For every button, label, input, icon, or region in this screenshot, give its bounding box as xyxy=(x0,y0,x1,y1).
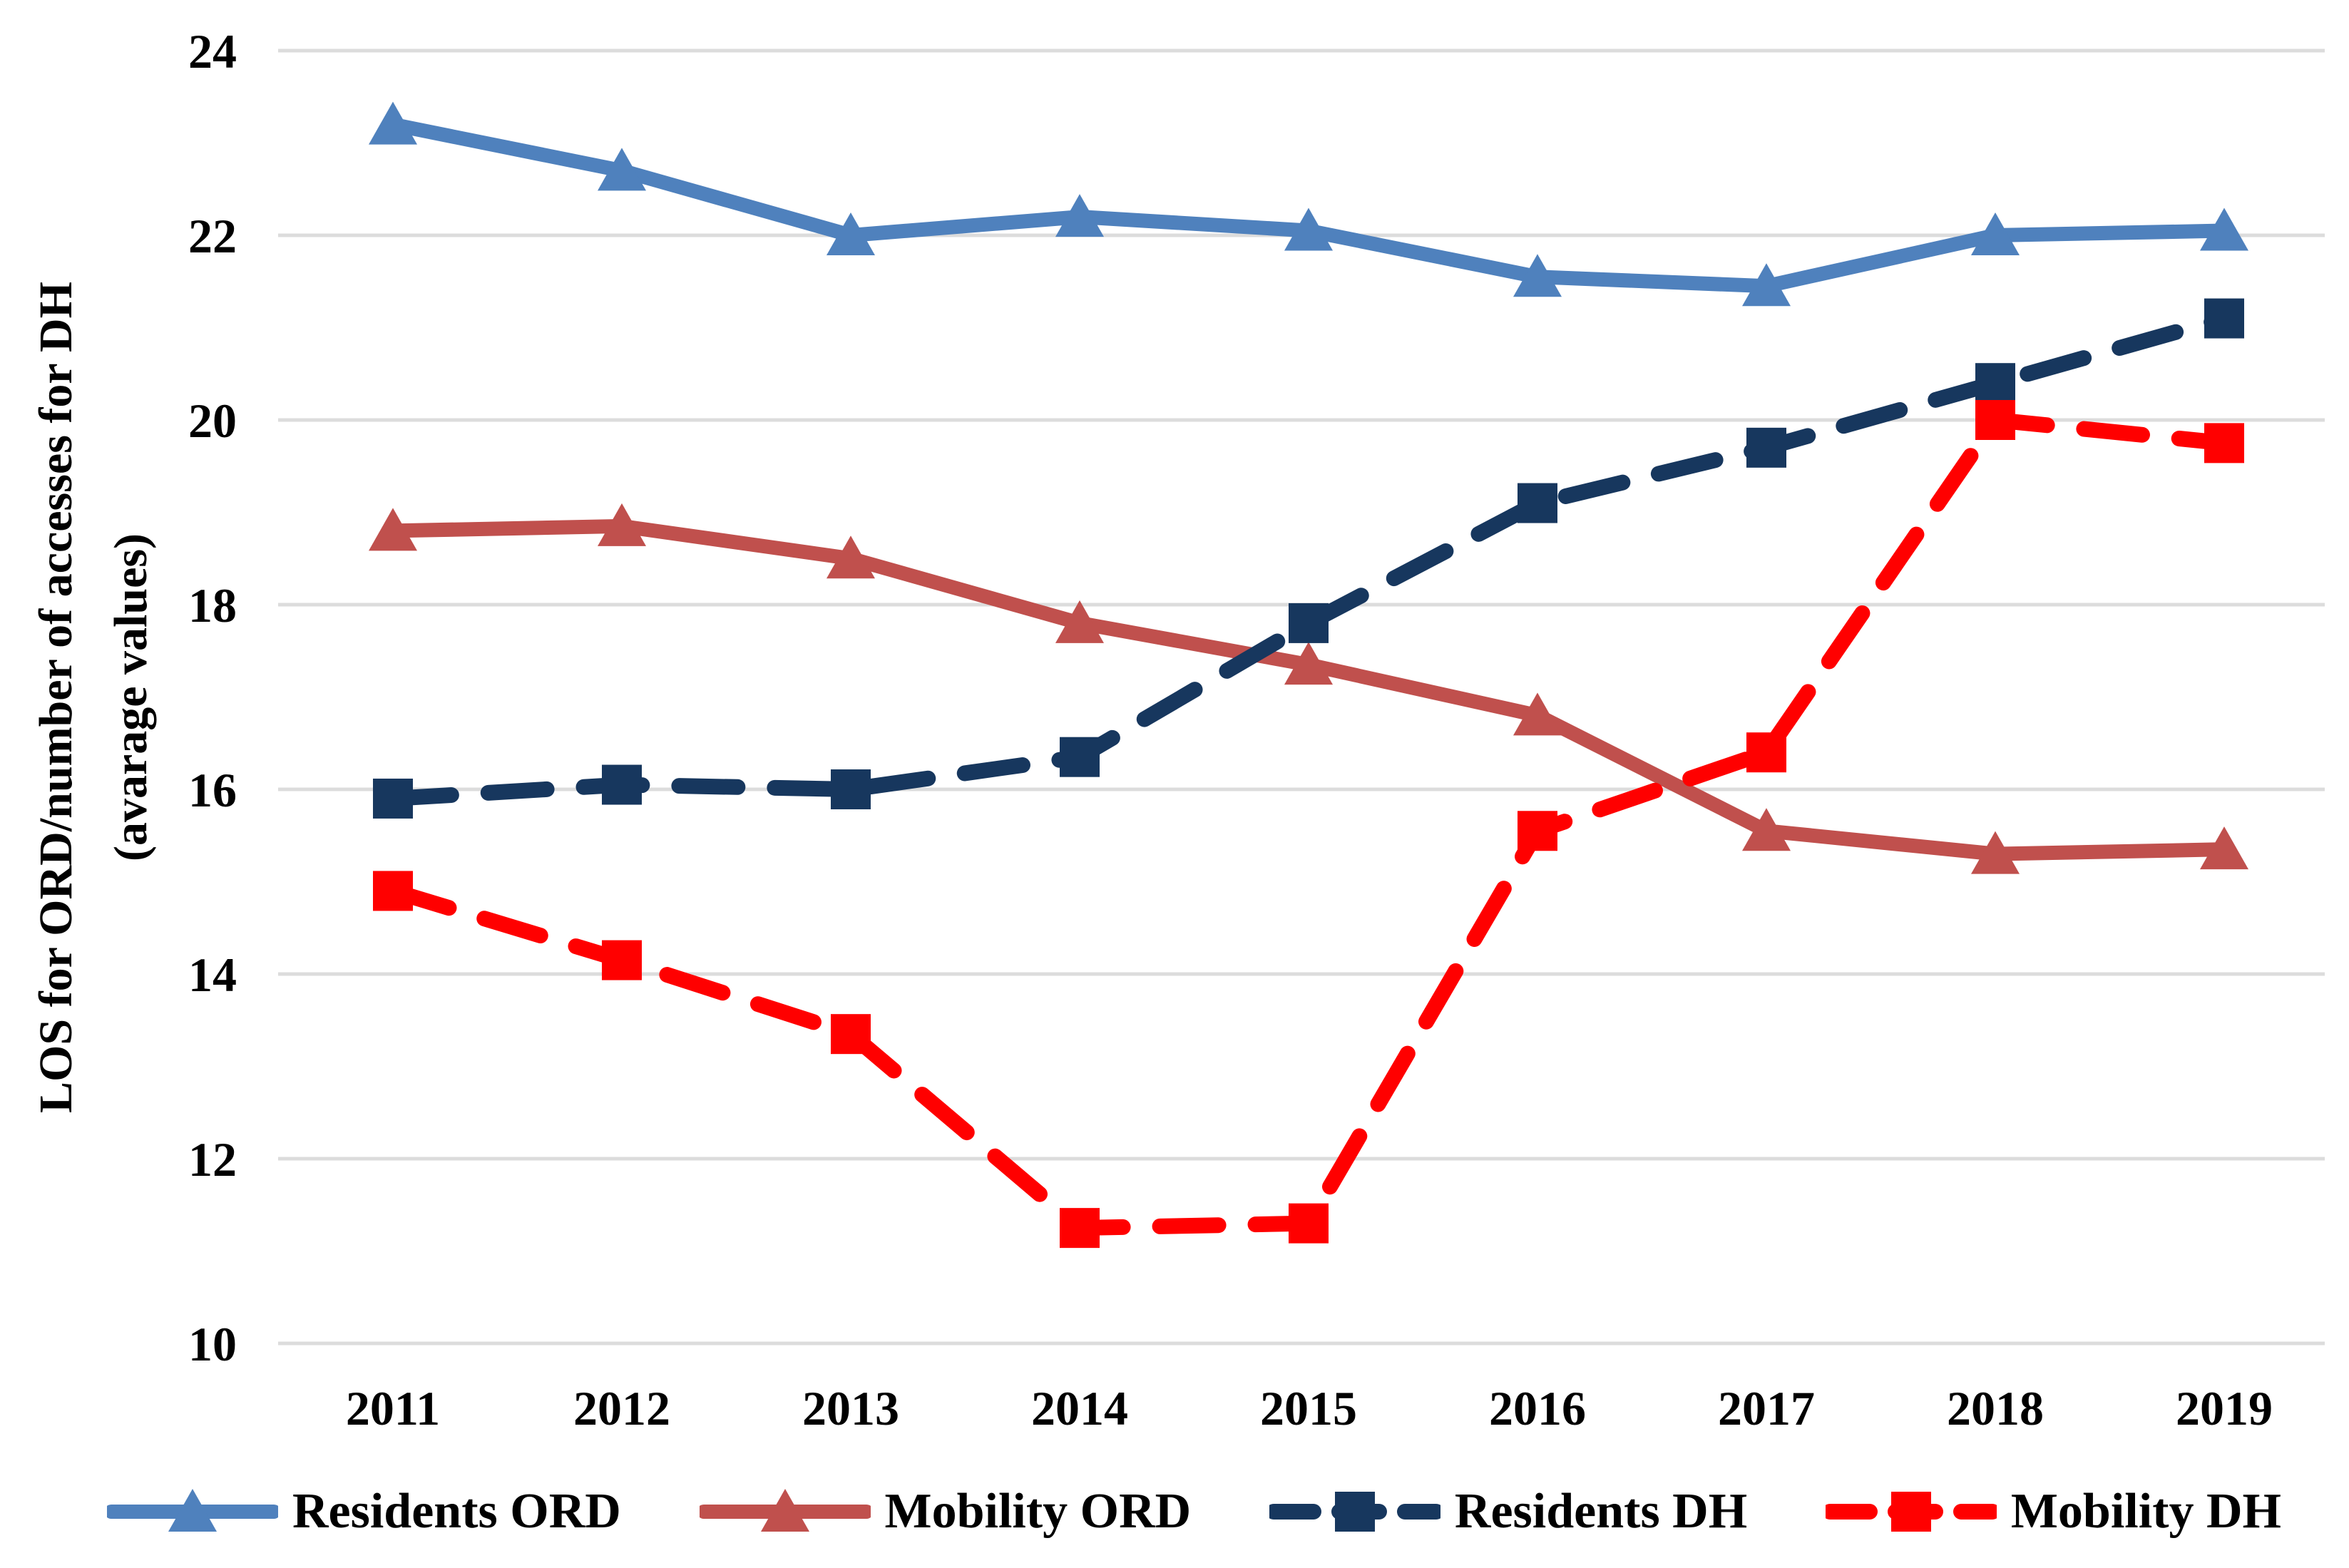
legend-sample-residents-ord xyxy=(107,1488,278,1532)
x-tick-label: 2013 xyxy=(802,1381,899,1435)
marker-residents-dh xyxy=(1289,603,1329,643)
y-tick-label: 22 xyxy=(188,209,237,263)
y-axis-title-line2: (avarage values) xyxy=(105,533,157,861)
legend-item-residents-ord: Residents ORD xyxy=(107,1472,621,1551)
chart-legend: Residents ORD Mobility ORD Residents DH Mob… xyxy=(107,1456,2281,1567)
series-markers-mobility-dh xyxy=(373,400,2244,1249)
x-tick-label: 2016 xyxy=(1489,1381,1586,1435)
series-markers-mobility-ord xyxy=(369,503,2248,874)
marker-mobility-dh xyxy=(1746,732,1786,773)
legend-item-residents-dh: Residents DH xyxy=(1269,1472,1747,1551)
legend-marker-residents-ord xyxy=(168,1488,217,1532)
x-tick-label: 2015 xyxy=(1260,1381,1357,1435)
x-tick-label: 2018 xyxy=(1947,1381,2044,1435)
series-line-mobility-ord xyxy=(386,518,2231,861)
marker-mobility-ord xyxy=(826,536,875,579)
marker-residents-dh xyxy=(1060,737,1100,777)
y-tick-label: 12 xyxy=(188,1132,237,1187)
x-tick-label: 2017 xyxy=(1718,1381,1815,1435)
marker-mobility-dh xyxy=(831,1014,871,1055)
y-tick-label: 16 xyxy=(188,763,237,817)
marker-mobility-dh xyxy=(1518,811,1557,851)
marker-residents-dh xyxy=(1975,363,2015,404)
marker-residents-ord xyxy=(1742,263,1791,307)
marker-mobility-ord xyxy=(1284,642,1333,685)
marker-residents-ord xyxy=(598,148,646,191)
marker-residents-ord xyxy=(1284,207,1333,251)
series-line-mobility-dh xyxy=(385,411,2232,1236)
marker-residents-ord xyxy=(826,212,875,255)
marker-mobility-dh xyxy=(602,940,642,980)
y-axis-title-line1: LOS for ORD/number of accesses for DH xyxy=(30,282,82,1113)
marker-residents-ord xyxy=(1055,194,1104,237)
marker-residents-ord xyxy=(1513,254,1562,297)
marker-mobility-ord xyxy=(2200,826,2248,870)
y-tick-label: 14 xyxy=(188,948,237,1002)
series-line-residents-dh xyxy=(385,310,2232,806)
legend-label-residents-ord: Residents ORD xyxy=(292,1483,621,1539)
marker-residents-ord xyxy=(369,101,417,145)
legend-label-mobility-ord: Mobility ORD xyxy=(884,1483,1192,1539)
legend-marker-mobility-dh xyxy=(1890,1491,1931,1532)
x-tick-label: 2012 xyxy=(573,1381,670,1435)
x-tick-label: 2014 xyxy=(1031,1381,1128,1435)
marker-mobility-ord xyxy=(598,503,646,546)
marker-residents-ord xyxy=(1971,212,2020,255)
y-tick-label: 10 xyxy=(188,1317,237,1371)
marker-mobility-dh xyxy=(2204,423,2244,463)
legend-marker-mobility-ord xyxy=(760,1488,809,1532)
marker-mobility-ord xyxy=(1055,600,1104,643)
marker-mobility-ord xyxy=(1742,808,1791,851)
legend-sample-residents-dh xyxy=(1269,1491,1440,1532)
legend-label-residents-dh: Residents DH xyxy=(1454,1483,1748,1539)
marker-residents-dh xyxy=(373,778,413,819)
marker-mobility-dh xyxy=(373,871,413,911)
legend-sample-mobility-dh xyxy=(1825,1491,1997,1532)
x-tick-label: 2011 xyxy=(346,1381,440,1435)
legend-sample-mobility-ord xyxy=(699,1488,871,1532)
series-line-residents-ord xyxy=(386,117,2231,294)
marker-mobility-dh xyxy=(1975,400,2015,440)
y-tick-label: 18 xyxy=(188,578,237,632)
marker-mobility-dh xyxy=(1060,1208,1100,1249)
x-tick-label: 2019 xyxy=(2176,1381,2273,1435)
marker-mobility-ord xyxy=(1513,692,1562,736)
marker-residents-dh xyxy=(831,769,871,809)
legend-item-mobility-dh: Mobility DH xyxy=(1825,1472,2281,1551)
legend-label-mobility-dh: Mobility DH xyxy=(2010,1483,2281,1539)
legend-marker-residents-dh xyxy=(1334,1491,1375,1532)
series-markers-residents-ord xyxy=(369,101,2248,307)
series-markers-residents-dh xyxy=(373,298,2244,819)
legend-item-mobility-ord: Mobility ORD xyxy=(699,1472,1192,1551)
marker-residents-ord xyxy=(2200,207,2248,251)
marker-mobility-dh xyxy=(1289,1203,1329,1244)
y-tick-label: 24 xyxy=(188,24,237,78)
marker-residents-dh xyxy=(1746,427,1786,468)
marker-mobility-ord xyxy=(1971,831,2020,874)
marker-residents-dh xyxy=(1518,483,1557,523)
marker-mobility-ord xyxy=(369,508,417,551)
y-tick-label: 20 xyxy=(188,394,237,448)
marker-residents-dh xyxy=(602,764,642,805)
marker-residents-dh xyxy=(2204,298,2244,339)
